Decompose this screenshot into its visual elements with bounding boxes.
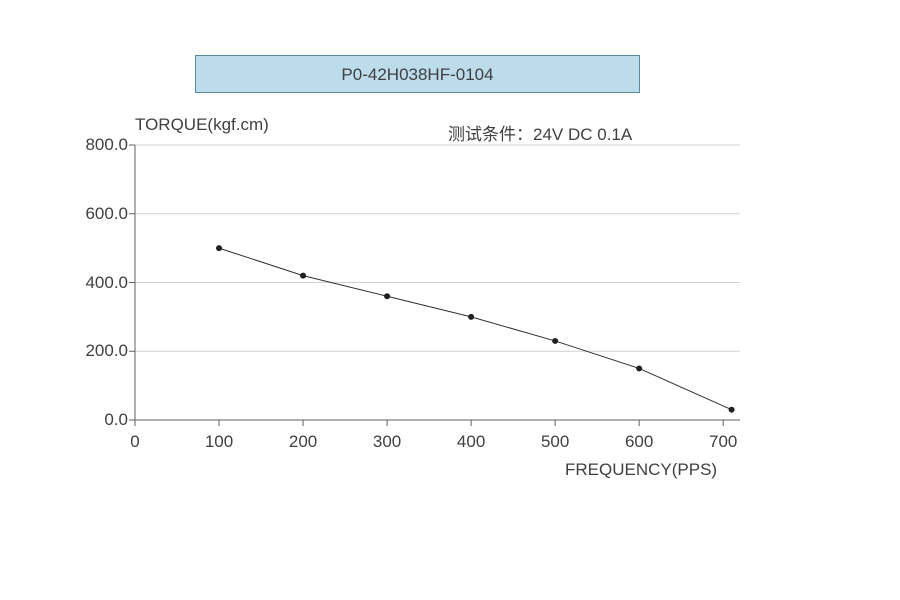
data-point xyxy=(384,293,390,299)
y-tick-label: 600.0 xyxy=(73,204,128,224)
chart-plot-area xyxy=(135,145,740,427)
x-tick-label: 200 xyxy=(273,432,333,452)
data-point xyxy=(468,314,474,320)
chart-canvas: P0-42H038HF-0104 TORQUE(kgf.cm) 测试条件：24V… xyxy=(0,0,900,600)
data-point xyxy=(300,273,306,279)
x-tick-label: 400 xyxy=(441,432,501,452)
y-tick-label: 0.0 xyxy=(73,410,128,430)
chart-title-text: P0-42H038HF-0104 xyxy=(341,65,493,84)
x-tick-label: 100 xyxy=(189,432,249,452)
chart-title-banner: P0-42H038HF-0104 xyxy=(195,55,640,93)
x-tick-label: 0 xyxy=(105,432,165,452)
data-point xyxy=(729,407,735,413)
x-axis-title: FREQUENCY(PPS) xyxy=(565,460,717,480)
y-tick-label: 200.0 xyxy=(73,341,128,361)
data-point xyxy=(216,245,222,251)
y-tick-label: 400.0 xyxy=(73,273,128,293)
x-tick-label: 600 xyxy=(609,432,669,452)
x-tick-label: 300 xyxy=(357,432,417,452)
y-axis-title: TORQUE(kgf.cm) xyxy=(135,115,269,135)
data-point xyxy=(636,365,642,371)
x-tick-label: 700 xyxy=(693,432,753,452)
y-tick-label: 800.0 xyxy=(73,135,128,155)
data-point xyxy=(552,338,558,344)
torque-curve xyxy=(219,248,732,410)
test-conditions-label: 测试条件：24V DC 0.1A xyxy=(448,120,632,145)
x-tick-label: 500 xyxy=(525,432,585,452)
